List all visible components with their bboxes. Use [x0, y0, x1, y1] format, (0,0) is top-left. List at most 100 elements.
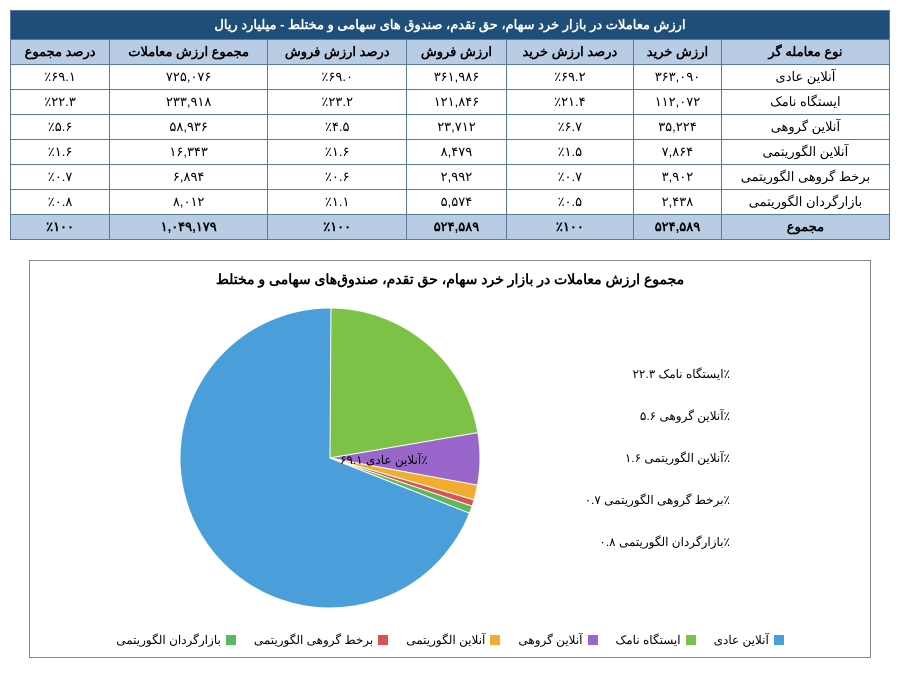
legend-label: آنلاین عادی	[714, 633, 769, 647]
table-cell: ۲۳۳,۹۱۸	[110, 90, 268, 115]
pie-slice	[330, 308, 478, 458]
table-cell: ۵,۵۷۴	[407, 190, 506, 215]
table-cell: ۳,۹۰۲	[634, 165, 722, 190]
col-total-pct: درصد مجموع	[11, 40, 110, 65]
total-label: مجموع	[721, 215, 889, 240]
legend-item: بازارگردان الگوریتمی	[116, 633, 236, 647]
table-cell: ٪۲۲.۳	[11, 90, 110, 115]
chart-legend: آنلاین عادی ایستگاه نامک آنلاین گروهی آنلای…	[40, 633, 860, 647]
legend-swatch	[378, 635, 388, 645]
legend-label: آنلاین الگوریتمی	[406, 633, 485, 647]
main-slice-label: ٪آنلاین عادی ۶۹.۱	[340, 453, 428, 467]
table-cell: ٪۰.۶	[268, 165, 407, 190]
pie-chart	[170, 298, 490, 618]
table-cell: ۱۲۱,۸۴۶	[407, 90, 506, 115]
table-cell: برخط گروهی الگوریتمی	[721, 165, 889, 190]
table-cell: ٪۲۳.۲	[268, 90, 407, 115]
legend-swatch	[490, 635, 500, 645]
legend-label: آنلاین گروهی	[518, 633, 582, 647]
table-header-row: نوع معامله گر ارزش خرید درصد ارزش خرید ا…	[11, 40, 890, 65]
transactions-table-container: ارزش معاملات در بازار خرد سهام، حق تقدم،…	[10, 10, 890, 240]
table-cell: ٪۱.۶	[268, 140, 407, 165]
col-buy-pct: درصد ارزش خرید	[506, 40, 633, 65]
table-cell: ۳۶۱,۹۸۶	[407, 65, 506, 90]
legend-item: ایستگاه نامک	[616, 633, 696, 647]
total-sell: ۵۲۴,۵۸۹	[407, 215, 506, 240]
total-buy: ۵۲۴,۵۸۹	[634, 215, 722, 240]
total-buy-pct: ٪۱۰۰	[506, 215, 633, 240]
table-cell: ٪۶۹.۲	[506, 65, 633, 90]
table-cell: بازارگردان الگوریتمی	[721, 190, 889, 215]
slice-label: ٪برخط گروهی الگوریتمی ۰.۷	[510, 493, 730, 507]
pie-chart-container: مجموع ارزش معاملات در بازار خرد سهام، حق…	[29, 260, 871, 658]
table-cell: ۲۳,۷۱۲	[407, 115, 506, 140]
table-cell: ۲,۹۹۲	[407, 165, 506, 190]
slice-label: ٪ایستگاه نامک ۲۲.۳	[510, 367, 730, 381]
table-cell: ٪۰.۸	[11, 190, 110, 215]
legend-item: آنلاین الگوریتمی	[406, 633, 500, 647]
col-total-value: مجموع ارزش معاملات	[110, 40, 268, 65]
total-sell-pct: ٪۱۰۰	[268, 215, 407, 240]
legend-label: برخط گروهی الگوریتمی	[254, 633, 373, 647]
table-title: ارزش معاملات در بازار خرد سهام، حق تقدم،…	[11, 11, 890, 40]
table-cell: ۳۶۳,۰۹۰	[634, 65, 722, 90]
table-row: برخط گروهی الگوریتمی۳,۹۰۲٪۰.۷۲,۹۹۲٪۰.۶۶,…	[11, 165, 890, 190]
table-cell: آنلاین گروهی	[721, 115, 889, 140]
table-row: ایستگاه نامک۱۱۲,۰۷۲٪۲۱.۴۱۲۱,۸۴۶٪۲۳.۲۲۳۳,…	[11, 90, 890, 115]
table-total-row: مجموع ۵۲۴,۵۸۹ ٪۱۰۰ ۵۲۴,۵۸۹ ٪۱۰۰ ۱,۰۴۹,۱۷…	[11, 215, 890, 240]
table-cell: ۳۵,۲۲۴	[634, 115, 722, 140]
table-cell: ٪۱.۱	[268, 190, 407, 215]
table-cell: ۸,۰۱۲	[110, 190, 268, 215]
table-row: بازارگردان الگوریتمی۲,۴۳۸٪۰.۵۵,۵۷۴٪۱.۱۸,…	[11, 190, 890, 215]
legend-swatch	[686, 635, 696, 645]
table-cell: ۱۶,۳۴۳	[110, 140, 268, 165]
slice-label: ٪بازارگردان الگوریتمی ۰.۸	[510, 535, 730, 549]
table-cell: آنلاین عادی	[721, 65, 889, 90]
table-cell: ایستگاه نامک	[721, 90, 889, 115]
transactions-table: ارزش معاملات در بازار خرد سهام، حق تقدم،…	[10, 10, 890, 240]
chart-body: ٪ایستگاه نامک ۲۲.۳ ٪آنلاین گروهی ۵.۶ ٪آنلا…	[40, 298, 860, 618]
table-cell: ٪۰.۵	[506, 190, 633, 215]
legend-swatch	[226, 635, 236, 645]
table-cell: ٪۱.۵	[506, 140, 633, 165]
col-buy-value: ارزش خرید	[634, 40, 722, 65]
legend-label: ایستگاه نامک	[616, 633, 681, 647]
legend-item: آنلاین گروهی	[518, 633, 597, 647]
table-cell: ۷۲۵,۰۷۶	[110, 65, 268, 90]
total-sum: ۱,۰۴۹,۱۷۹	[110, 215, 268, 240]
table-cell: ٪۴.۵	[268, 115, 407, 140]
slice-label: ٪آنلاین الگوریتمی ۱.۶	[510, 451, 730, 465]
legend-swatch	[588, 635, 598, 645]
total-sum-pct: ٪۱۰۰	[11, 215, 110, 240]
table-row: آنلاین گروهی۳۵,۲۲۴٪۶.۷۲۳,۷۱۲٪۴.۵۵۸,۹۳۶٪۵…	[11, 115, 890, 140]
table-cell: ۸,۴۷۹	[407, 140, 506, 165]
chart-title: مجموع ارزش معاملات در بازار خرد سهام، حق…	[40, 271, 860, 288]
slice-label: ٪آنلاین گروهی ۵.۶	[510, 409, 730, 423]
col-sell-value: ارزش فروش	[407, 40, 506, 65]
col-sell-pct: درصد ارزش فروش	[268, 40, 407, 65]
pie-wrapper: ٪آنلاین عادی ۶۹.۱	[170, 298, 490, 618]
table-cell: ٪۱.۶	[11, 140, 110, 165]
table-cell: ۱۱۲,۰۷۲	[634, 90, 722, 115]
table-cell: ٪۶.۷	[506, 115, 633, 140]
col-trader-type: نوع معامله گر	[721, 40, 889, 65]
table-cell: آنلاین الگوریتمی	[721, 140, 889, 165]
slice-labels: ٪ایستگاه نامک ۲۲.۳ ٪آنلاین گروهی ۵.۶ ٪آنلا…	[510, 367, 730, 549]
table-cell: ٪۵.۶	[11, 115, 110, 140]
table-cell: ۵۸,۹۳۶	[110, 115, 268, 140]
table-cell: ۶,۸۹۴	[110, 165, 268, 190]
table-title-row: ارزش معاملات در بازار خرد سهام، حق تقدم،…	[11, 11, 890, 40]
table-cell: ٪۰.۷	[11, 165, 110, 190]
table-cell: ٪۰.۷	[506, 165, 633, 190]
legend-item: برخط گروهی الگوریتمی	[254, 633, 388, 647]
legend-item: آنلاین عادی	[714, 633, 784, 647]
legend-label: بازارگردان الگوریتمی	[116, 633, 221, 647]
table-row: آنلاین عادی۳۶۳,۰۹۰٪۶۹.۲۳۶۱,۹۸۶٪۶۹.۰۷۲۵,۰…	[11, 65, 890, 90]
table-cell: ٪۲۱.۴	[506, 90, 633, 115]
table-cell: ۷,۸۶۴	[634, 140, 722, 165]
table-row: آنلاین الگوریتمی۷,۸۶۴٪۱.۵۸,۴۷۹٪۱.۶۱۶,۳۴۳…	[11, 140, 890, 165]
table-cell: ٪۶۹.۰	[268, 65, 407, 90]
legend-swatch	[774, 635, 784, 645]
table-cell: ٪۶۹.۱	[11, 65, 110, 90]
table-cell: ۲,۴۳۸	[634, 190, 722, 215]
